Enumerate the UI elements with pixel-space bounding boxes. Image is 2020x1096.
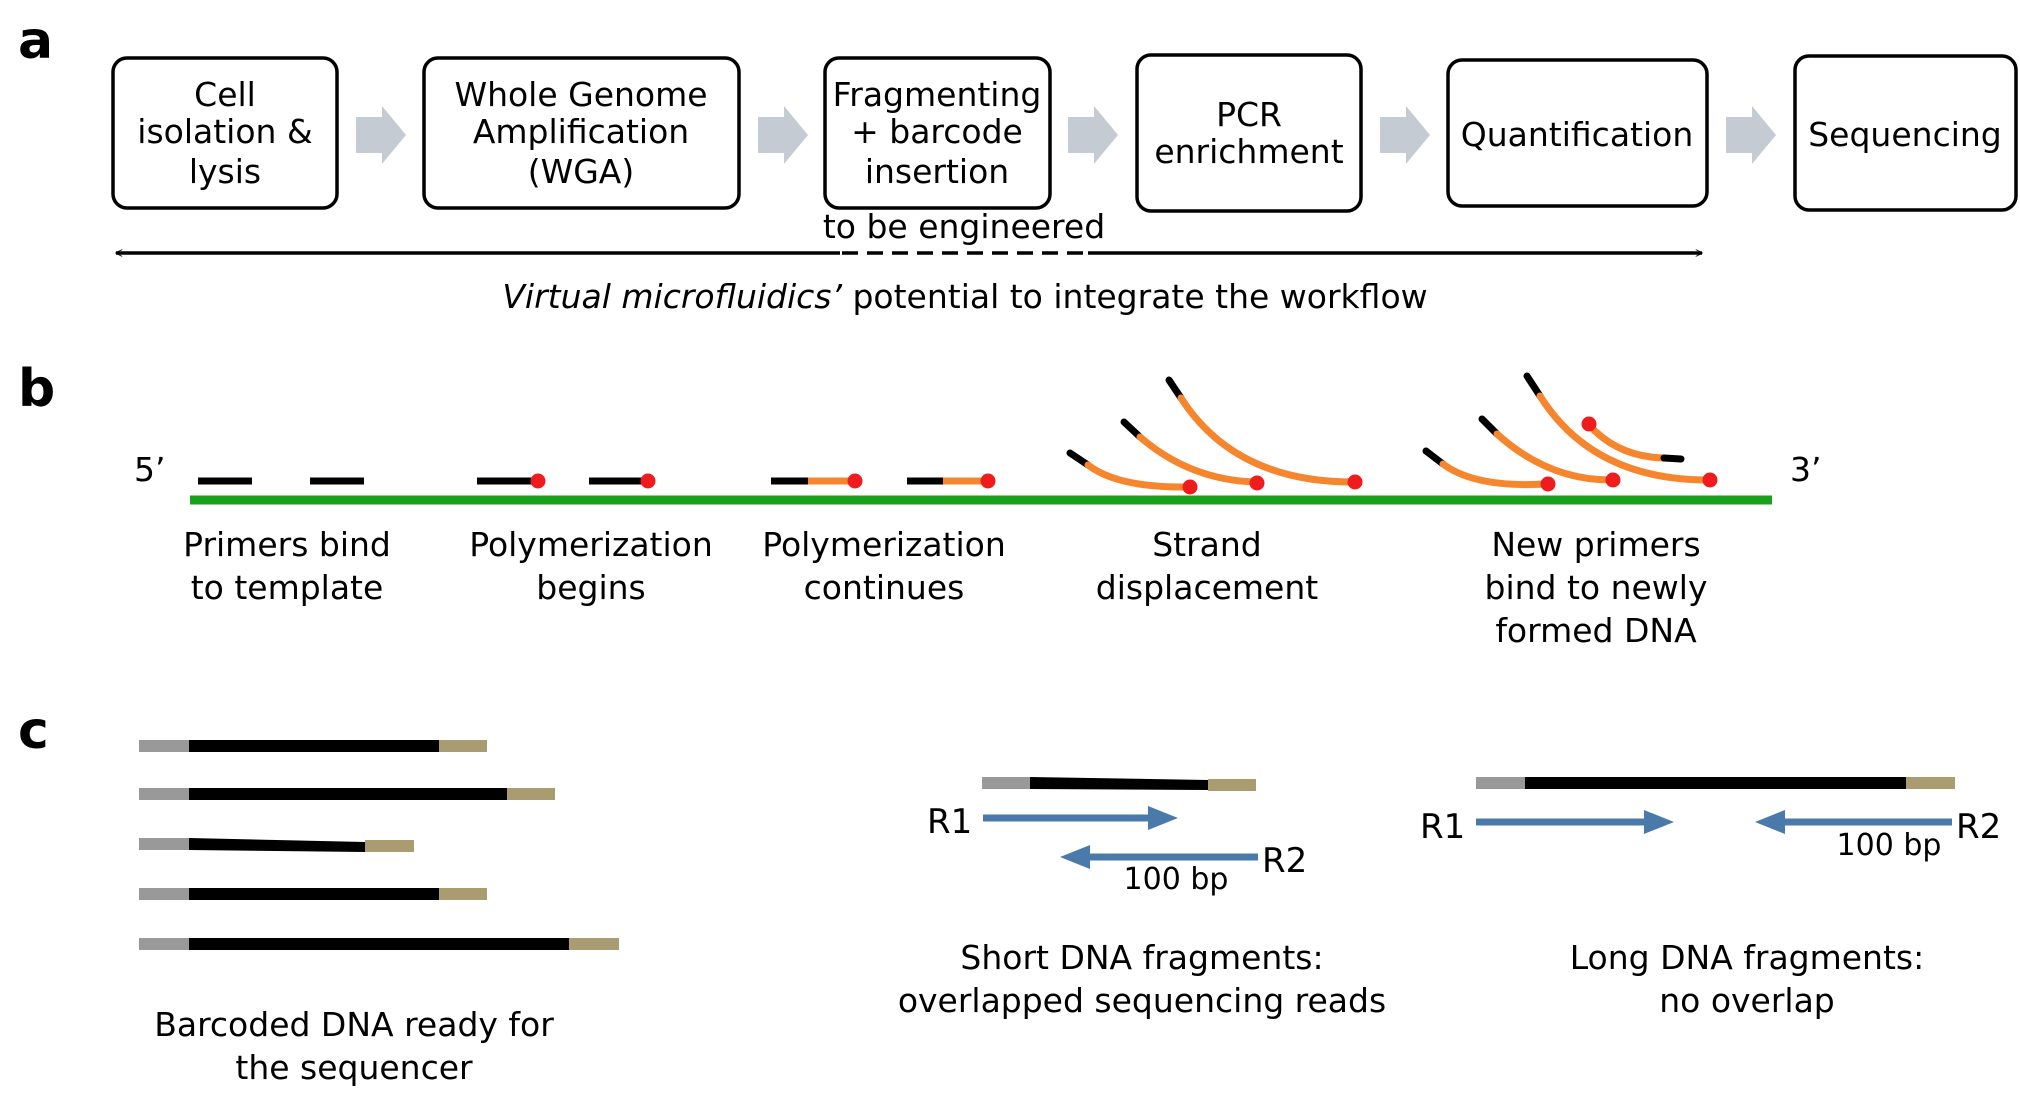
stage-label-line: Polymerization	[762, 525, 1006, 564]
flow-arrow-icon	[758, 106, 808, 164]
step-label-line: lysis	[189, 152, 261, 191]
panel-b-letter: b	[18, 359, 55, 419]
five-prime-end-label: 5’	[134, 450, 166, 489]
polymerase-dot	[1702, 472, 1718, 488]
step-label-line: Sequencing	[1808, 115, 2002, 154]
read-label-r1: R1	[1420, 807, 1465, 847]
read-label-r2: R2	[1956, 807, 2001, 847]
read-arrow-r2	[1060, 845, 1258, 869]
workflow-step-pcr: PCR enrichment	[1135, 53, 1363, 213]
panel-a: a Cell isolation & lysis Whole Genome Am…	[18, 11, 2018, 316]
flow-arrow-icon	[1380, 106, 1430, 164]
polymerase-dot	[640, 473, 656, 489]
short-caption-line: Short DNA fragments:	[960, 938, 1323, 977]
step-label-line: enrichment	[1154, 132, 1343, 171]
panel-c-letter: c	[18, 701, 49, 761]
barcoded-caption-line: Barcoded DNA ready for	[154, 1005, 554, 1044]
stage-label-line: Strand	[1152, 525, 1262, 564]
workflow-step-fragmenting: Fragmenting + barcode insertion	[823, 56, 1052, 210]
step-label-line: Amplification	[473, 112, 689, 151]
barcoded-fragment	[139, 838, 414, 852]
step-label-line: Whole Genome	[454, 75, 707, 114]
step-label-line: + barcode	[851, 112, 1023, 151]
stage-label-line: displacement	[1096, 568, 1318, 607]
polymerase-dot	[1605, 472, 1621, 488]
read-arrow-r1	[983, 806, 1178, 830]
panel-a-letter: a	[18, 11, 53, 71]
stage-label-line: to template	[191, 568, 384, 607]
stage-label-line: New primers	[1491, 525, 1700, 564]
long-caption-line: Long DNA fragments:	[1570, 938, 1924, 977]
read-arrow-r1	[1476, 810, 1674, 834]
read-length-label: 100 bp	[1124, 862, 1229, 897]
step-label-line: isolation &	[137, 112, 312, 151]
stage-label-line: begins	[536, 568, 645, 607]
flow-arrow-icon	[1068, 106, 1118, 164]
barcoded-caption-line: the sequencer	[235, 1048, 473, 1087]
step-label-line: PCR	[1216, 95, 1282, 134]
stage-label-line: Primers bind	[183, 525, 391, 564]
short-fragment	[982, 777, 1256, 791]
stage-label-line: formed DNA	[1495, 611, 1697, 650]
integration-caption-italic: Virtual microfluidics’	[502, 277, 842, 316]
integration-caption-rest: potential to integrate the workflow	[842, 277, 1428, 316]
polymerase-dot	[980, 473, 996, 489]
stage-label-line: continues	[804, 568, 965, 607]
panel-c: c Barcoded DNA ready for the se	[18, 701, 2001, 1087]
panel-b: b 5’ 3’	[18, 359, 1822, 650]
workflow-step-wga: Whole Genome Amplification (WGA)	[422, 56, 741, 210]
flow-arrow-icon	[356, 106, 406, 164]
polymerase-dot	[1581, 416, 1597, 432]
flow-arrow-icon	[1726, 106, 1776, 164]
step-label-line: insertion	[865, 152, 1009, 191]
workflow-step-sequencing: Sequencing	[1793, 54, 2018, 212]
polymerase-dot	[1347, 474, 1363, 490]
step-label-line: (WGA)	[528, 152, 635, 191]
workflow-step-quantification: Quantification	[1446, 58, 1709, 208]
integration-caption: Virtual microfluidics’ potential to inte…	[502, 277, 1427, 316]
polymerase-dot	[1249, 475, 1265, 491]
step-label-line: Fragmenting	[833, 75, 1042, 114]
workflow-step-cell-isolation: Cell isolation & lysis	[111, 56, 339, 210]
short-caption-line: overlapped sequencing reads	[898, 981, 1386, 1020]
three-prime-end-label: 3’	[1790, 450, 1822, 489]
engineered-note: to be engineered	[823, 207, 1105, 246]
read-label-r1: R1	[927, 802, 972, 842]
stage-label-line: Polymerization	[469, 525, 713, 564]
read-length-label: 100 bp	[1837, 828, 1942, 863]
polymerase-dot	[1540, 476, 1556, 492]
polymerase-dot	[847, 473, 863, 489]
read-label-r2: R2	[1262, 841, 1307, 881]
displaced-strands	[1066, 376, 1357, 491]
stage-label-line: bind to newly	[1485, 568, 1708, 607]
read-arrow-r2	[1755, 810, 1952, 834]
polymerase-dot	[530, 473, 546, 489]
step-label-line: Cell	[194, 75, 256, 114]
new-primer-strands	[1422, 372, 1712, 489]
long-caption-line: no overlap	[1659, 981, 1835, 1020]
step-label-line: Quantification	[1461, 115, 1694, 154]
polymerase-dot	[1182, 479, 1198, 495]
